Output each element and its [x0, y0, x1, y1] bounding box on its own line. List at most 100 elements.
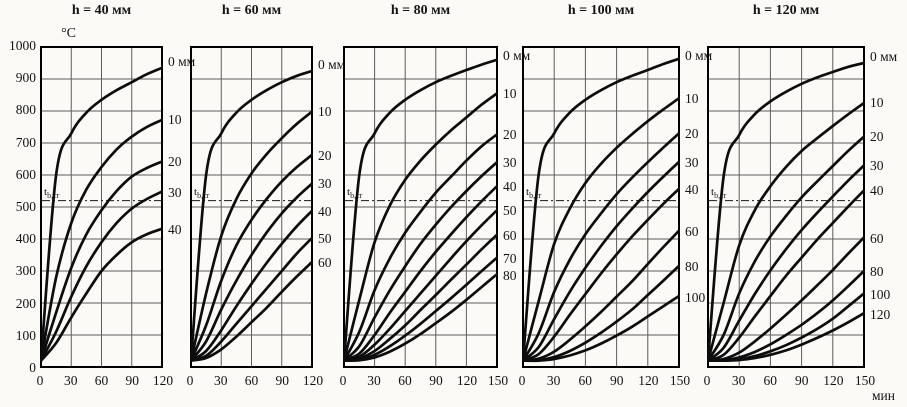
temperature-curve-depth-30mm	[707, 164, 865, 362]
temperature-curve-depth-20mm	[190, 153, 313, 362]
x-tick-label: 30	[214, 373, 228, 388]
x-tick-label: 60	[398, 373, 412, 388]
curve-label-depth-10mm: 10	[318, 104, 332, 119]
y-tick-label: 700	[15, 135, 36, 150]
temperature-curve-depth-40mm	[190, 209, 313, 362]
x-tick-label: 0	[339, 373, 347, 388]
curve-label-depth-40mm: 40	[168, 222, 182, 237]
x-tick-label: 150	[669, 373, 691, 388]
plot-area	[190, 46, 313, 368]
chart-title: h = 120 мм	[752, 3, 820, 18]
curve-label-depth-30mm: 30	[318, 176, 332, 191]
x-tick-label: 0	[703, 373, 711, 388]
curve-label-depth-100mm: 100	[870, 287, 891, 302]
plot-frame	[343, 46, 498, 368]
temperature-curve-depth-100mm	[522, 294, 680, 363]
curve-label-depth-0mm: 0 мм	[318, 57, 346, 72]
curve-label-depth-40mm: 40	[318, 204, 332, 219]
curve-label-depth-80mm: 80	[685, 259, 699, 274]
temperature-curve-depth-0mm	[40, 66, 163, 362]
curve-label-depth-20mm: 20	[685, 126, 699, 141]
temperature-curve-depth-40mm	[343, 184, 498, 362]
x-tick-label: 150	[854, 373, 876, 388]
plot-frame	[40, 46, 163, 368]
x-tick-label: 90	[429, 373, 443, 388]
x-tick-label: 30	[367, 373, 381, 388]
critical-temperature-label-subscript: b,cr	[714, 191, 727, 201]
temperature-curve-depth-60mm	[522, 229, 680, 362]
x-tick-label: 30	[546, 373, 561, 388]
temperature-curve-depth-30mm	[522, 160, 680, 362]
curve-label-depth-80mm: 80	[870, 264, 884, 279]
curve-label-depth-0mm: 0 мм	[870, 49, 898, 64]
curve-label-depth-20mm: 20	[168, 154, 182, 169]
x-tick-label: 120	[152, 373, 174, 388]
plot-frame	[707, 46, 865, 368]
x-tick-label: 0	[36, 373, 44, 388]
y-tick-label: 300	[15, 263, 36, 278]
temperature-curve-depth-20mm	[707, 135, 865, 362]
plot-area	[522, 46, 680, 368]
x-tick-label: 90	[610, 373, 624, 388]
temperature-curve-depth-20mm	[343, 133, 498, 362]
y-tick-label: 900	[15, 70, 36, 85]
temperature-curve-depth-30mm	[343, 160, 498, 362]
y-axis-unit-label: °C	[61, 26, 76, 41]
curve-label-depth-10mm: 10	[685, 91, 699, 106]
temperature-curve-depth-10mm	[343, 92, 498, 362]
curve-label-depth-70mm: 70	[503, 251, 517, 266]
critical-temperature-label-subscript: b,cr	[350, 191, 363, 201]
temperature-curve-depth-30mm	[190, 182, 313, 362]
temperature-curve-depth-20mm	[40, 160, 163, 362]
x-tick-label: 60	[244, 373, 259, 388]
temperature-curve-depth-60mm	[190, 260, 313, 362]
x-tick-label: 90	[125, 373, 140, 388]
curve-label-depth-0mm: 0 мм	[168, 54, 196, 69]
critical-temperature-label: tb,cr	[44, 186, 60, 201]
critical-temperature-label: tb,cr	[347, 186, 363, 201]
curve-label-depth-30mm: 30	[503, 155, 517, 170]
temperature-curve-depth-10mm	[522, 96, 680, 362]
curve-label-depth-50mm: 50	[318, 231, 332, 246]
curve-label-depth-100mm: 100	[685, 290, 706, 305]
curve-label-depth-40mm: 40	[685, 182, 699, 197]
curve-label-depth-60mm: 60	[318, 255, 332, 270]
curve-label-depth-10mm: 10	[168, 112, 182, 127]
x-tick-label: 120	[823, 373, 844, 388]
x-tick-label: 60	[578, 373, 592, 388]
curve-label-depth-60mm: 60	[870, 231, 884, 246]
x-tick-label: 120	[456, 373, 478, 388]
curve-label-depth-40mm: 40	[870, 183, 884, 198]
x-tick-label: 60	[94, 373, 109, 388]
curve-label-depth-80mm: 80	[503, 268, 517, 283]
temperature-curve-depth-30mm	[40, 190, 163, 362]
x-tick-label: 150	[487, 373, 509, 388]
temperature-curve-depth-0mm	[522, 57, 680, 362]
chart-title: h = 40 мм	[71, 3, 132, 18]
y-tick-label: 0	[29, 360, 36, 375]
temperature-curve-depth-10mm	[40, 118, 163, 362]
x-tick-label: 120	[638, 373, 659, 388]
x-tick-label: 30	[64, 373, 78, 388]
plot-area	[40, 46, 163, 368]
y-tick-label: 600	[15, 167, 36, 182]
plot-area	[707, 46, 865, 368]
critical-temperature-label: tb,cr	[711, 186, 727, 201]
temperature-curve-depth-70mm	[343, 256, 498, 362]
critical-temperature-label: tb,cr	[526, 186, 542, 201]
curve-label-depth-10mm: 10	[870, 95, 884, 110]
temperature-curve-depth-40mm	[522, 187, 680, 362]
curve-label-depth-50mm: 50	[503, 203, 517, 218]
temperature-curve-depth-60mm	[707, 236, 865, 362]
curve-label-depth-0mm: 0 мм	[685, 48, 713, 63]
x-tick-label: 90	[275, 373, 290, 388]
curve-label-depth-30mm: 30	[870, 158, 884, 173]
temperature-curve-depth-50mm	[343, 208, 498, 362]
x-tick-label: 0	[518, 373, 526, 388]
critical-temperature-label-subscript: b,cr	[197, 191, 210, 201]
curve-label-depth-120mm: 120	[870, 307, 891, 322]
curve-label-depth-10mm: 10	[503, 86, 517, 101]
chart-title: h = 100 мм	[567, 3, 635, 18]
curve-label-depth-20mm: 20	[318, 148, 332, 163]
